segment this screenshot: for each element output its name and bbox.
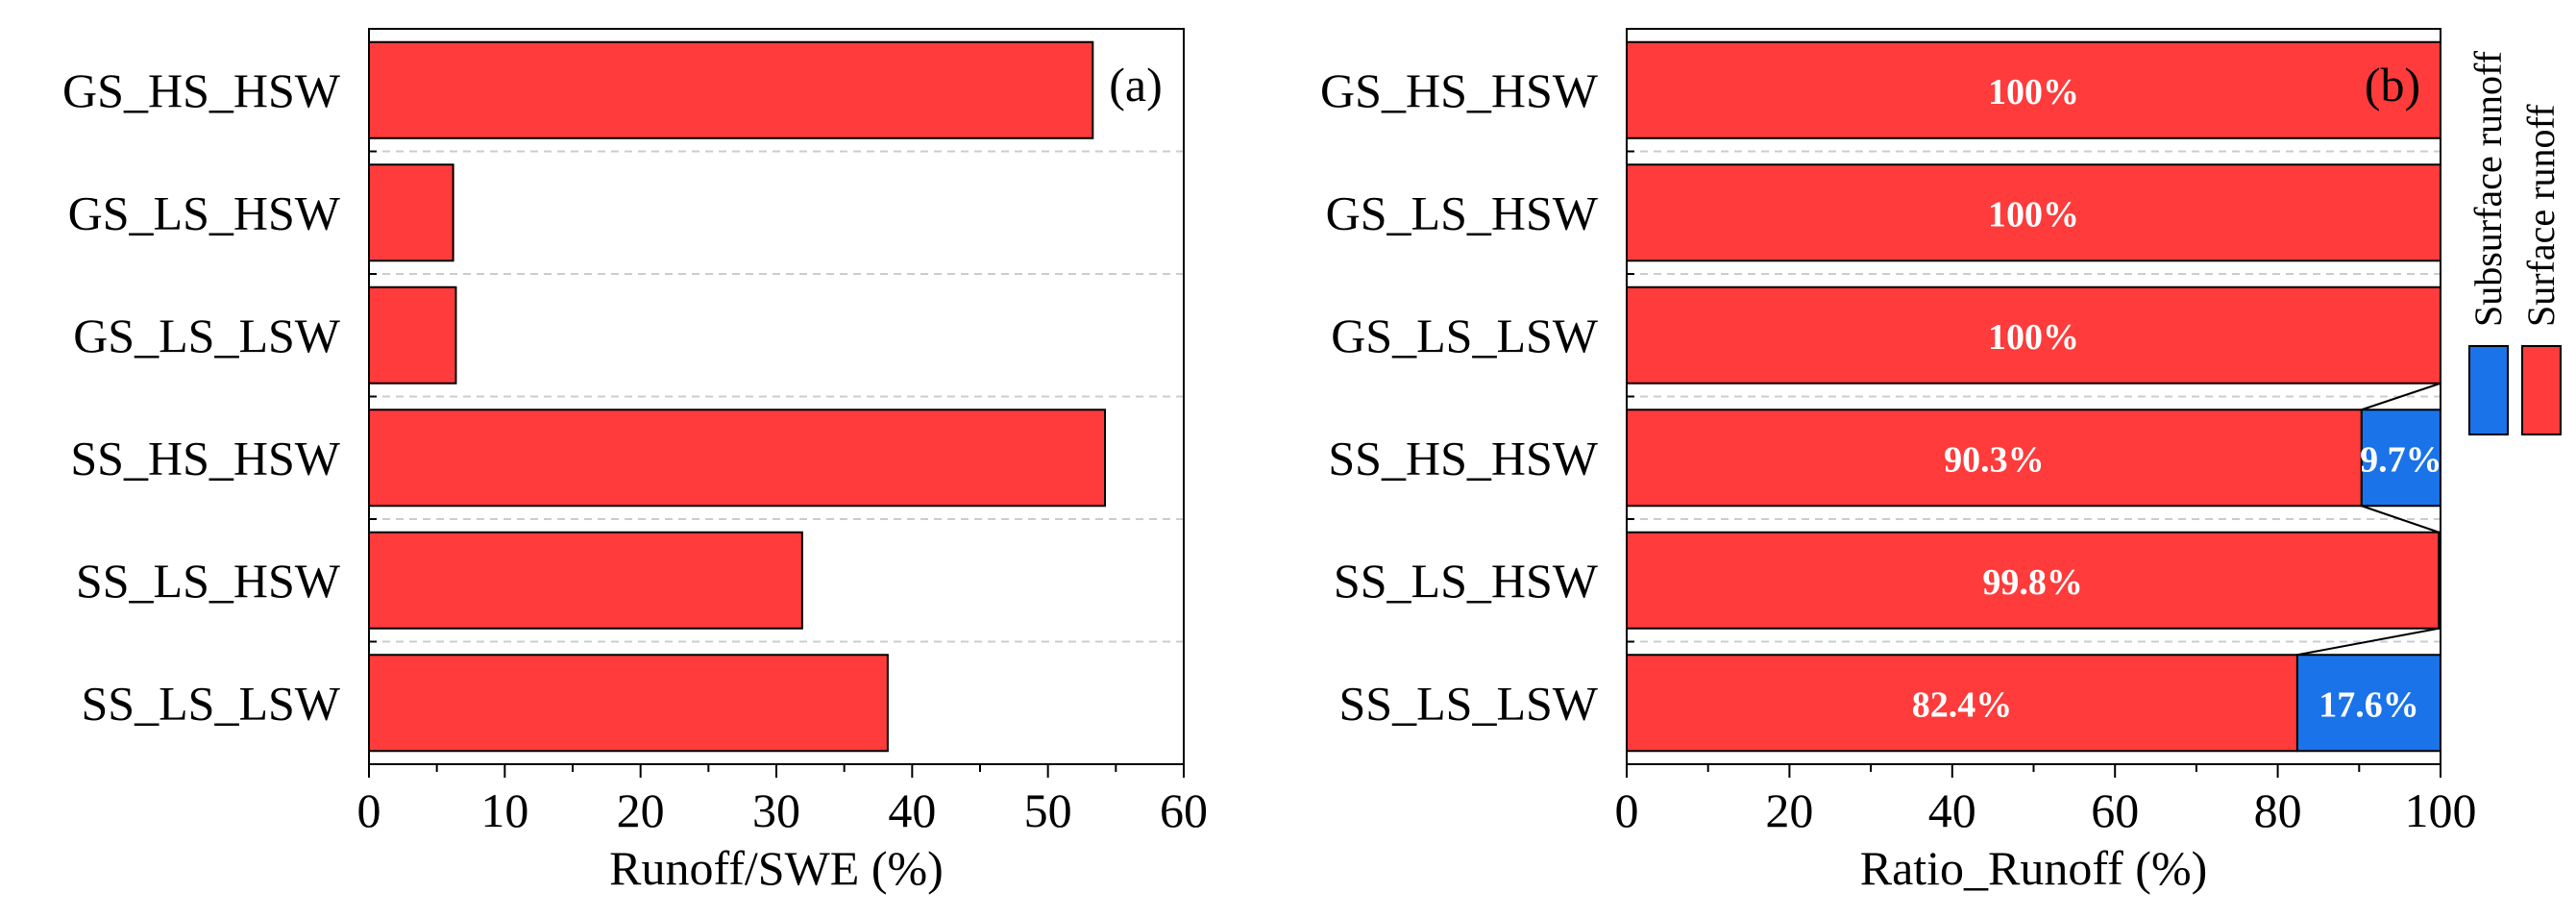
data-label-subsurface: 17.6% bbox=[2318, 684, 2419, 725]
panel-a: GS_HS_HSW GS_LS_HSW GS_LS_LSW SS_HS_HSW SS_L… bbox=[62, 28, 1208, 895]
x-tick-label: 50 bbox=[1024, 783, 1072, 837]
panel-b-gridlines bbox=[1627, 150, 2441, 643]
category-label: SS_HS_HSW bbox=[1328, 431, 1598, 484]
legend-swatch-subsurface bbox=[2468, 345, 2509, 435]
legend-swatch-surface bbox=[2521, 345, 2562, 435]
legend: Subsurface runoff Surface runoff bbox=[2466, 50, 2563, 435]
category-label: SS_LS_HSW bbox=[1334, 554, 1599, 608]
x-tick-label: 20 bbox=[617, 783, 665, 837]
bar-subsurface bbox=[2295, 654, 2441, 753]
panel-a-x-ticks: 0 10 20 30 40 50 60 bbox=[357, 764, 1208, 837]
bar bbox=[368, 285, 457, 385]
bar-surface bbox=[1626, 285, 2441, 385]
panel-b: 100% 100% 100% 90.3% 9.7% 99.8% 82.4% 17.6% GS_… bbox=[1320, 28, 2477, 895]
legend-label-subsurface: Subsurface runoff bbox=[2466, 50, 2510, 327]
x-tick-label: 40 bbox=[888, 783, 936, 837]
bar bbox=[368, 409, 1107, 508]
x-tick-label: 60 bbox=[1160, 783, 1208, 837]
bar bbox=[368, 654, 889, 753]
bar-surface bbox=[1626, 409, 2363, 508]
bar bbox=[368, 40, 1094, 139]
panel-b-category-labels: GS_HS_HSW GS_LS_HSW GS_LS_LSW SS_HS_HSW SS_L… bbox=[1320, 63, 1599, 731]
data-label-surface: 99.8% bbox=[1982, 562, 2083, 603]
category-label: SS_HS_HSW bbox=[70, 431, 340, 484]
panel-a-x-axis-title: Runoff/SWE (%) bbox=[609, 841, 944, 895]
panel-b-x-axis-title: Ratio_Runoff (%) bbox=[1860, 841, 2208, 895]
category-label: GS_LS_HSW bbox=[1326, 186, 1599, 239]
data-label-surface: 90.3% bbox=[1944, 439, 2045, 480]
connector-line bbox=[2296, 627, 2440, 657]
data-label-surface: 100% bbox=[1988, 72, 2079, 112]
x-tick-label: 20 bbox=[1765, 783, 1813, 837]
category-label: SS_LS_LSW bbox=[81, 676, 340, 730]
connector-line bbox=[2361, 505, 2440, 533]
data-label-surface: 100% bbox=[1988, 194, 2079, 235]
panel-a-category-labels: GS_HS_HSW GS_LS_HSW GS_LS_LSW SS_HS_HSW SS_L… bbox=[62, 63, 341, 731]
x-tick-label: 0 bbox=[357, 783, 381, 837]
category-label: GS_LS_HSW bbox=[68, 186, 341, 239]
category-label: SS_LS_LSW bbox=[1338, 676, 1598, 730]
panel-a-tag: (a) bbox=[1109, 58, 1163, 112]
bar bbox=[368, 163, 454, 262]
panel-b-bars: 100% 100% 100% 90.3% 9.7% 99.8% 82.4% 17.6% bbox=[1626, 40, 2442, 753]
legend-label-surface: Surface runoff bbox=[2519, 104, 2563, 327]
category-label: GS_LS_LSW bbox=[73, 309, 341, 362]
data-label-subsurface: 9.7% bbox=[2360, 439, 2442, 480]
x-tick-label: 10 bbox=[480, 783, 528, 837]
panel-b-tag: (b) bbox=[2365, 58, 2420, 112]
bar-surface bbox=[1626, 40, 2441, 139]
panel-a-bars bbox=[368, 40, 1107, 753]
category-label: GS_HS_HSW bbox=[1320, 63, 1599, 117]
x-tick-label: 30 bbox=[752, 783, 800, 837]
bar bbox=[368, 531, 803, 630]
x-tick-label: 100 bbox=[2405, 783, 2477, 837]
panel-a-gridlines bbox=[369, 150, 1184, 643]
category-label: GS_LS_LSW bbox=[1331, 309, 1599, 362]
x-tick-label: 0 bbox=[1615, 783, 1639, 837]
bar-subsurface bbox=[2360, 409, 2442, 508]
x-tick-label: 40 bbox=[1928, 783, 1976, 837]
x-tick-label: 60 bbox=[2091, 783, 2139, 837]
connector-line bbox=[2361, 382, 2441, 411]
bar-surface bbox=[1626, 163, 2441, 262]
data-label-surface: 82.4% bbox=[1912, 684, 2013, 725]
data-label-surface: 100% bbox=[1988, 317, 2079, 358]
category-label: SS_LS_HSW bbox=[76, 554, 341, 608]
panel-b-x-ticks: 0 20 40 60 80 100 bbox=[1615, 764, 2477, 837]
x-tick-label: 80 bbox=[2254, 783, 2302, 837]
category-label: GS_HS_HSW bbox=[62, 63, 341, 117]
